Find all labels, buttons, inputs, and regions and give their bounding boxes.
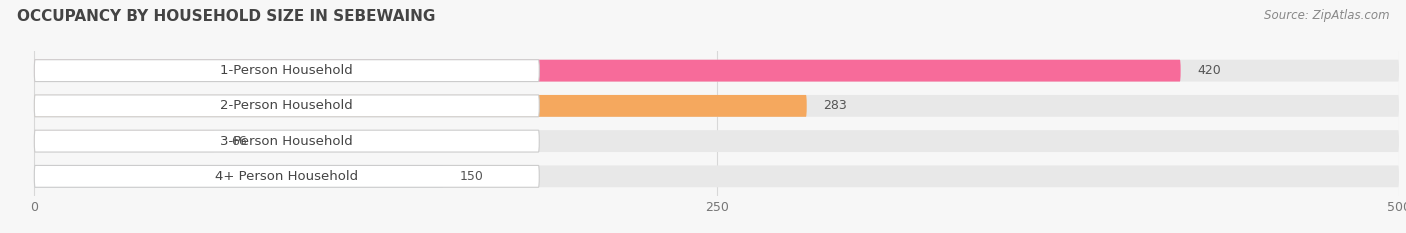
Text: 420: 420 <box>1197 64 1220 77</box>
FancyBboxPatch shape <box>34 165 444 187</box>
FancyBboxPatch shape <box>34 130 1399 152</box>
FancyBboxPatch shape <box>34 95 1399 117</box>
Text: 2-Person Household: 2-Person Household <box>221 99 353 112</box>
Text: 4+ Person Household: 4+ Person Household <box>215 170 359 183</box>
Text: 150: 150 <box>460 170 484 183</box>
FancyBboxPatch shape <box>34 130 215 152</box>
Text: 3-Person Household: 3-Person Household <box>221 135 353 148</box>
Text: 283: 283 <box>823 99 846 112</box>
FancyBboxPatch shape <box>34 95 540 117</box>
Text: 1-Person Household: 1-Person Household <box>221 64 353 77</box>
FancyBboxPatch shape <box>34 60 1399 82</box>
FancyBboxPatch shape <box>34 165 1399 187</box>
FancyBboxPatch shape <box>34 165 540 187</box>
FancyBboxPatch shape <box>34 60 540 82</box>
FancyBboxPatch shape <box>34 130 540 152</box>
Text: Source: ZipAtlas.com: Source: ZipAtlas.com <box>1264 9 1389 22</box>
Text: 66: 66 <box>231 135 246 148</box>
Text: OCCUPANCY BY HOUSEHOLD SIZE IN SEBEWAING: OCCUPANCY BY HOUSEHOLD SIZE IN SEBEWAING <box>17 9 436 24</box>
FancyBboxPatch shape <box>34 60 1181 82</box>
FancyBboxPatch shape <box>34 95 807 117</box>
